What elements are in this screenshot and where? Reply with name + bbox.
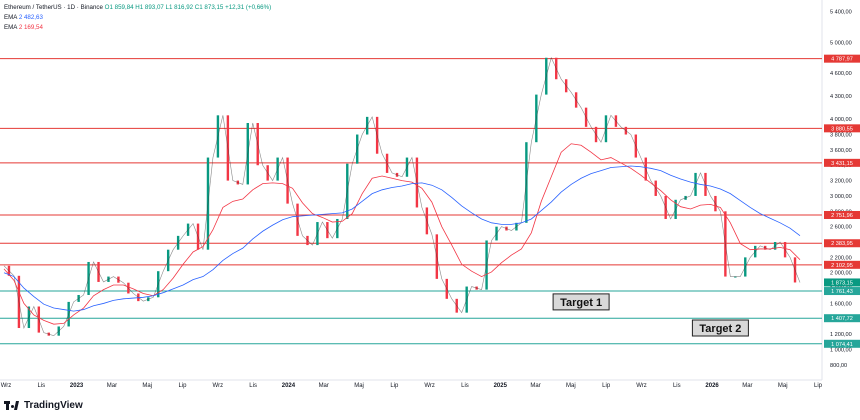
tradingview-wordmark: TradingView (24, 400, 83, 411)
x-tick-label: 2025 (494, 383, 508, 389)
level-badge (824, 158, 860, 167)
level-label: 4 787,97 (831, 57, 853, 63)
y-tick-label: 2 200,00 (830, 255, 852, 261)
level-badge (824, 260, 860, 269)
x-tick-label: Mar (107, 383, 117, 389)
legend-ema1-label: EMA (4, 14, 18, 21)
y-tick-label: 5 000,00 (830, 40, 852, 46)
x-tick-label: Maj (566, 383, 576, 389)
legend-ema1-value: 2 482,63 (18, 14, 43, 21)
x-tick-label: 2026 (705, 383, 719, 389)
level-label: 2 102,95 (831, 263, 853, 269)
level-label: 1 761,43 (831, 289, 853, 295)
x-tick-label: Mar (742, 383, 752, 389)
x-tick-label: Lip (602, 383, 611, 389)
y-tick-label: 4 600,00 (830, 71, 852, 77)
x-tick-label: Wrz (424, 383, 435, 389)
x-tick-label: Maj (142, 383, 152, 389)
x-tick-label: Mar (530, 383, 540, 389)
target-annotation-box[interactable] (691, 319, 749, 337)
y-tick-label: 3 200,00 (830, 179, 852, 185)
legend-ema2-value: 2 169,54 (18, 24, 43, 31)
candle-body (734, 276, 737, 278)
y-tick-label: 800,00 (830, 363, 847, 369)
legend-symbol: Ethereum / TetherUS · 1D · Binance (4, 4, 103, 11)
x-tick-label: Lip (179, 383, 188, 389)
level-label: 1 407,72 (831, 316, 853, 322)
last-price-label: 1 873,15 (831, 280, 853, 286)
last-price-badge (824, 278, 860, 287)
x-tick-label: Lis (673, 383, 681, 389)
x-tick-label: Lis (37, 383, 45, 389)
level-badge (824, 287, 860, 296)
level-label: 2 751,96 (831, 213, 853, 219)
y-tick-label: 3 800,00 (830, 133, 852, 139)
x-tick-label: Lip (814, 383, 823, 389)
y-tick-label: 1 600,00 (830, 301, 852, 307)
level-badge (824, 239, 860, 248)
level-label: 3 431,15 (831, 161, 853, 167)
y-tick-label: 5 400,00 (830, 10, 852, 16)
ema-slow-line (3, 165, 801, 312)
x-tick-label: Wrz (213, 383, 224, 389)
y-tick-label: 2 600,00 (830, 225, 852, 231)
ema-fast-line (3, 143, 801, 325)
level-label: 3 880,55 (831, 126, 853, 132)
level-badge (824, 54, 860, 63)
x-tick-label: Mar (319, 383, 329, 389)
y-tick-label: 4 000,00 (830, 117, 852, 123)
level-badge (824, 339, 860, 348)
x-tick-label: Lis (249, 383, 257, 389)
y-tick-label: 3 600,00 (830, 148, 852, 154)
x-tick-label: Wrz (1, 383, 12, 389)
price-series-line (3, 56, 801, 337)
target-annotation-label: Target 1 (560, 297, 602, 309)
tradingview-icon (4, 401, 20, 410)
y-tick-label: 2 000,00 (830, 271, 852, 277)
level-badge (824, 124, 860, 133)
y-tick-label: 1 000,00 (830, 348, 852, 354)
level-badge (824, 314, 860, 323)
target-annotation-box[interactable] (552, 293, 610, 311)
tradingview-logo[interactable]: TradingView (4, 400, 83, 411)
legend-ohlc: O1 859,84 H1 893,07 L1 816,92 C1 873,15 … (104, 4, 272, 11)
level-badge (824, 210, 860, 219)
x-tick-label: Lis (461, 383, 469, 389)
level-label: 2 383,95 (831, 241, 853, 247)
x-tick-label: Wrz (636, 383, 647, 389)
chart-legend: Ethereum / TetherUS · 1D · Binance O1 85… (4, 3, 271, 33)
target-annotation-label: Target 2 (699, 323, 741, 335)
x-tick-label: 2024 (282, 383, 296, 389)
x-tick-label: Lip (390, 383, 399, 389)
y-tick-label: 3 000,00 (830, 194, 852, 200)
x-tick-label: 2023 (70, 383, 84, 389)
x-tick-label: Maj (354, 383, 364, 389)
y-tick-label: 1 200,00 (830, 332, 852, 338)
level-label: 1 074,41 (831, 342, 853, 348)
legend-ema2-label: EMA (4, 24, 18, 31)
y-tick-label: 4 300,00 (830, 94, 852, 100)
x-tick-label: Maj (778, 383, 788, 389)
